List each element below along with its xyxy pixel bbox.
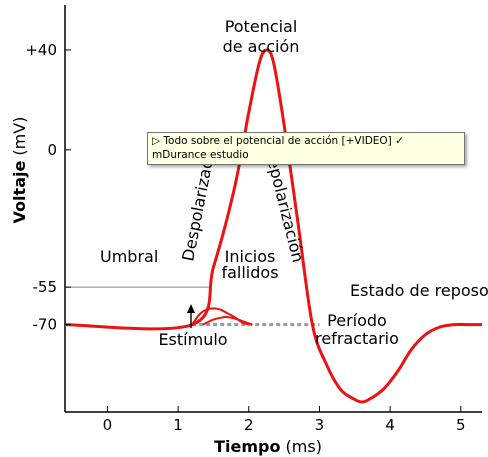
y-tick-group: +40 0 -55 -70: [25, 41, 71, 334]
tooltip-text[interactable]: ▷ Todo sobre el potencial de acción [+VI…: [152, 135, 404, 161]
x-tick-group: 0 1 2 3 4 5: [103, 406, 466, 434]
series-layer: [65, 48, 482, 404]
x-tick-label: 0: [103, 416, 113, 434]
stimulus-arrow-icon: [187, 304, 195, 328]
failed-initiation-line: [202, 315, 253, 326]
x-tick-label: 3: [315, 416, 325, 434]
x-axis-title: Tiempo (ms): [214, 437, 322, 456]
y-tick-label: 0: [47, 141, 57, 159]
annotation-inicios-2: fallidos: [221, 263, 278, 282]
x-tick-label: 4: [385, 416, 395, 434]
x-tick-label: 5: [456, 416, 466, 434]
y-tick-label: -70: [33, 316, 58, 334]
annotation-potencial-1: Potencial: [225, 17, 298, 36]
threshold-label: Umbral: [100, 247, 158, 266]
action-potential-line: [65, 48, 482, 404]
y-tick-label: -55: [33, 278, 58, 296]
y-axis-title: Voltaje (mV): [10, 117, 29, 224]
annotation-periodo-2: refractario: [315, 329, 399, 348]
tooltip-popup[interactable]: ▷ Todo sobre el potencial de acción [+VI…: [147, 132, 465, 165]
y-tick-label: +40: [25, 41, 57, 59]
annotation-potencial-2: de acción: [223, 37, 300, 56]
x-tick-label: 1: [173, 416, 183, 434]
annotation-periodo-1: Período: [327, 311, 387, 330]
annotation-inicios-1: Inicios: [225, 247, 276, 266]
annotation-reposo: Estado de reposo: [350, 281, 488, 300]
failed-initiation-line: [191, 307, 250, 326]
x-tick-label: 2: [244, 416, 254, 434]
annotation-estimulo: Estímulo: [158, 330, 227, 349]
